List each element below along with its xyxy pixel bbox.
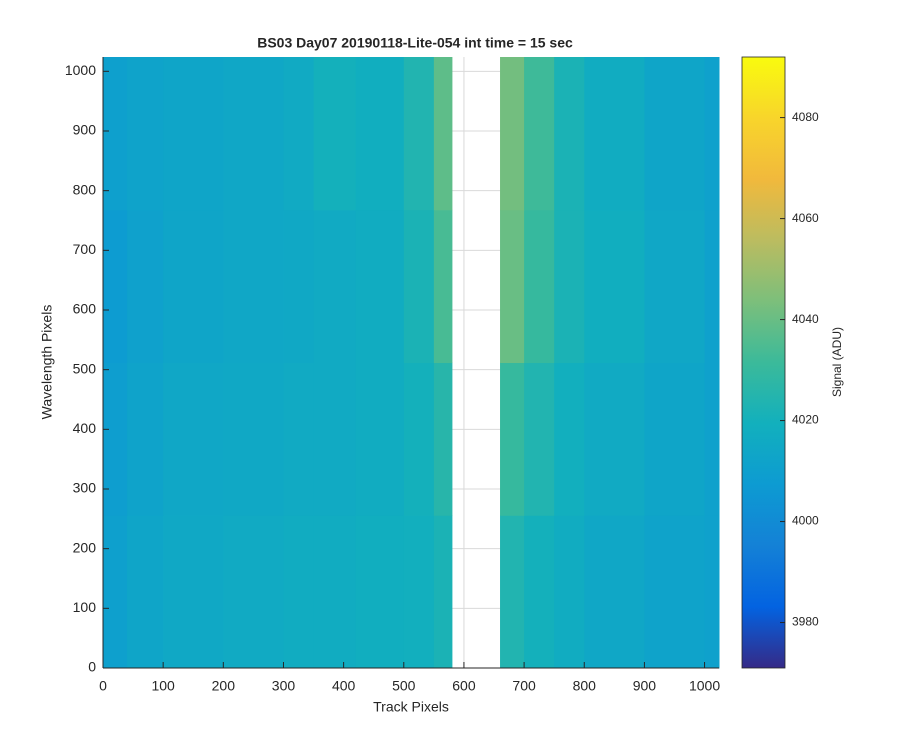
heatmap-cell [127,57,164,211]
heatmap-cell [554,515,585,669]
heatmap-cell [355,209,405,363]
x-tick-label: 900 [633,678,657,694]
heatmap-cell [644,57,706,211]
heatmap-cell [313,515,357,669]
y-tick-label: 500 [73,360,97,376]
heatmap-cell [433,209,453,363]
colorbar-tick-label: 3980 [792,615,819,629]
heatmap-cell [500,515,525,669]
heatmap-cell [127,362,164,516]
x-tick-label: 0 [99,678,107,694]
heatmap-cell [313,362,357,516]
y-tick-label: 0 [88,659,96,675]
x-tick-label: 100 [151,678,175,694]
y-tick-label: 300 [73,480,97,496]
heatmap-cell [704,57,720,211]
heatmap-cell [163,362,224,516]
x-tick-label: 300 [272,678,296,694]
y-tick-label: 800 [73,181,97,197]
y-axis-label: Wavelength Pixels [39,305,55,420]
colorbar-tick-label: 4040 [792,312,819,326]
x-tick-label: 500 [392,678,416,694]
y-tick-label: 900 [73,122,97,138]
heatmap-cell [433,57,453,211]
heatmap-cell [283,57,315,211]
colorbar-tick-label: 4000 [792,514,819,528]
heatmap-cell [403,209,435,363]
heatmap-cell [433,515,453,669]
heatmap-cell [223,57,284,211]
heatmap-cell [524,362,555,516]
chart-title: BS03 Day07 20190118-Lite-054 int time = … [257,35,573,51]
heatmap-cell [355,362,405,516]
heatmap-cell [127,515,164,669]
y-tick-label: 1000 [65,62,96,78]
x-axis-label: Track Pixels [373,699,449,715]
heatmap-cell [644,209,706,363]
y-tick-label: 100 [73,599,97,615]
heatmap-cell [500,362,525,516]
heatmap-cell [103,209,128,363]
heatmap-cell [524,515,555,669]
heatmap-cell [524,209,555,363]
heatmap-cell [644,515,706,669]
colorbar-tick-label: 4080 [792,110,819,124]
heatmap-cell [500,209,525,363]
heatmap-cell [163,57,224,211]
heatmap-cell [554,57,585,211]
heatmap-cell [704,515,720,669]
heatmap-cell [584,362,645,516]
heatmap-cell [554,209,585,363]
heatmap-cell [584,209,645,363]
heatmap-cell [163,209,224,363]
colorbar-label: Signal (ADU) [830,327,844,397]
heatmap-cell [584,515,645,669]
heatmap-cell [163,515,224,669]
heatmap-cell [524,57,555,211]
y-tick-label: 700 [73,241,97,257]
heatmap-cell [355,57,405,211]
heatmap-cell [313,57,357,211]
heatmap-cell [704,362,720,516]
x-tick-label: 700 [512,678,536,694]
colorbar-tick-label: 4020 [792,413,819,427]
y-tick-label: 400 [73,420,97,436]
heatmap-cell [355,515,405,669]
heatmap-cell [554,362,585,516]
heatmap-cell [283,515,315,669]
heatmap-cell [500,57,525,211]
y-tick-label: 200 [73,539,97,555]
heatmap-cell [313,209,357,363]
x-tick-label: 800 [573,678,597,694]
heatmap-cell [223,515,284,669]
x-tick-label: 400 [332,678,356,694]
x-tick-label: 600 [452,678,476,694]
heatmap-cell [103,515,128,669]
heatmap-cell [584,57,645,211]
x-tick-label: 200 [212,678,236,694]
heatmap-cell [403,362,435,516]
heatmap-cell [127,209,164,363]
colorbar-tick-label: 4060 [792,211,819,225]
heatmap-cell [433,362,453,516]
heatmap-cell [403,515,435,669]
heatmap-cell [223,362,284,516]
heatmap-cell [283,209,315,363]
heatmap-cell [223,209,284,363]
x-tick-label: 1000 [689,678,720,694]
heatmap-cell [403,57,435,211]
heatmap-cell [704,209,720,363]
heatmap-cell [103,57,128,211]
heatmap-cell [283,362,315,516]
heatmap-cell [644,362,706,516]
colorbar [741,56,786,669]
y-tick-label: 600 [73,301,97,317]
heatmap-cell [103,362,128,516]
